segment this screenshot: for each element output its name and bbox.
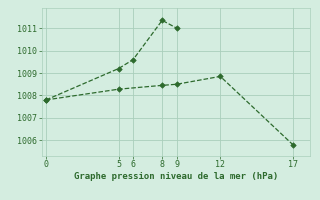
X-axis label: Graphe pression niveau de la mer (hPa): Graphe pression niveau de la mer (hPa) — [74, 172, 278, 181]
